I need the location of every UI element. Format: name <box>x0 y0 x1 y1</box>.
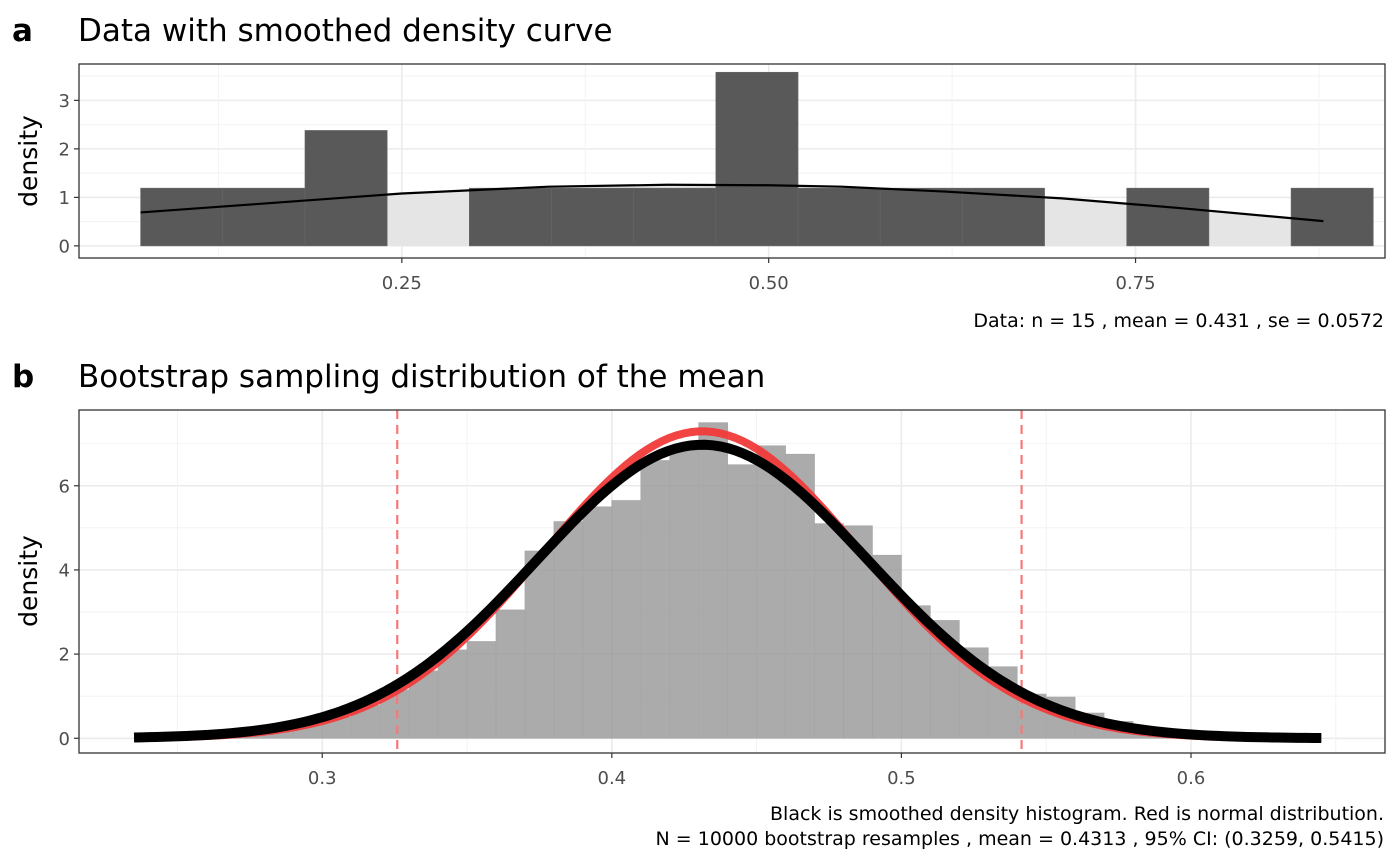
y-axis-label-a: density <box>14 115 43 207</box>
b-density-curve <box>133 439 1322 743</box>
b-histogram-bar <box>669 447 699 739</box>
b-x-tick-label: 0.6 <box>1177 768 1206 789</box>
a-histogram-bar <box>1290 187 1374 247</box>
panel-tag-a: a <box>12 13 33 49</box>
a-histogram-bar <box>879 187 963 247</box>
panel-b: b Bootstrap sampling distribution of the… <box>12 359 1386 850</box>
a-histogram-bar <box>1126 187 1210 247</box>
b-histogram-bar <box>756 445 786 739</box>
caption-a: Data: n = 15 , mean = 0.431 , se = 0.057… <box>973 310 1384 332</box>
x-ticks-a: 0.25 0.50 0.75 <box>382 258 1156 294</box>
b-histogram-bar <box>698 422 728 739</box>
b-histogram-bar <box>495 609 526 739</box>
y-ticks-a: 0 1 2 3 <box>59 91 79 257</box>
b-y-tick-label: 6 <box>59 476 70 497</box>
a-histogram-bar <box>304 130 388 247</box>
a-histogram-bar <box>715 71 799 247</box>
b-y-tick-label: 0 <box>59 729 70 750</box>
b-y-tick-label: 2 <box>59 645 70 666</box>
a-y-tick-label: 3 <box>59 91 70 112</box>
curves-b <box>133 427 1322 743</box>
a-x-tick-label: 0.25 <box>382 273 422 294</box>
a-y-tick-label: 1 <box>59 188 70 209</box>
histogram-b <box>177 422 1308 739</box>
b-histogram-bar <box>437 649 468 739</box>
curves-a <box>140 183 1324 223</box>
b-histogram-bar <box>553 521 584 739</box>
a-y-tick-label: 2 <box>59 139 70 160</box>
panel-tag-b: b <box>12 359 34 395</box>
a-density-curve <box>140 183 1324 223</box>
a-histogram-bar <box>962 187 1045 247</box>
a-y-tick-label: 0 <box>59 236 70 257</box>
a-histogram-bar <box>551 187 634 247</box>
b-histogram-bar <box>582 506 613 739</box>
b-histogram-bar <box>524 550 555 739</box>
b-x-tick-label: 0.5 <box>887 768 916 789</box>
histogram-a <box>140 71 1374 247</box>
caption-b-line1: Black is smoothed density histogram. Red… <box>770 803 1384 825</box>
panel-border-b <box>78 409 1386 754</box>
b-histogram-bar <box>611 500 642 739</box>
a-histogram-bar <box>469 187 552 247</box>
panel-b-title: Bootstrap sampling distribution of the m… <box>78 359 765 395</box>
b-y-tick-label: 4 <box>59 560 70 581</box>
y-axis-label-b: density <box>14 535 43 627</box>
a-histogram-bar <box>140 187 224 247</box>
panel-border-a <box>78 63 1386 259</box>
panel-a: a Data with smoothed density curve 0123 … <box>12 13 1386 332</box>
a-x-tick-label: 0.75 <box>1116 273 1156 294</box>
b-histogram-bar <box>466 641 497 739</box>
panel-a-title: Data with smoothed density curve <box>78 13 613 49</box>
b-x-tick-label: 0.4 <box>598 768 627 789</box>
x-ticks-b: 0.3 0.4 0.5 0.6 <box>308 753 1205 789</box>
a-histogram-bar <box>222 187 306 247</box>
b-histogram-bar <box>814 523 844 739</box>
a-histogram-bar <box>633 187 717 247</box>
y-ticks-b: 0 2 4 6 <box>59 476 79 750</box>
a-histogram-bar <box>797 187 881 247</box>
b-histogram-bar <box>727 464 757 739</box>
b-x-tick-label: 0.3 <box>308 768 337 789</box>
a-x-tick-label: 0.50 <box>749 273 789 294</box>
b-histogram-bar <box>640 460 671 739</box>
caption-b-line2: N = 10000 bootstrap resamples , mean = 0… <box>656 828 1384 850</box>
